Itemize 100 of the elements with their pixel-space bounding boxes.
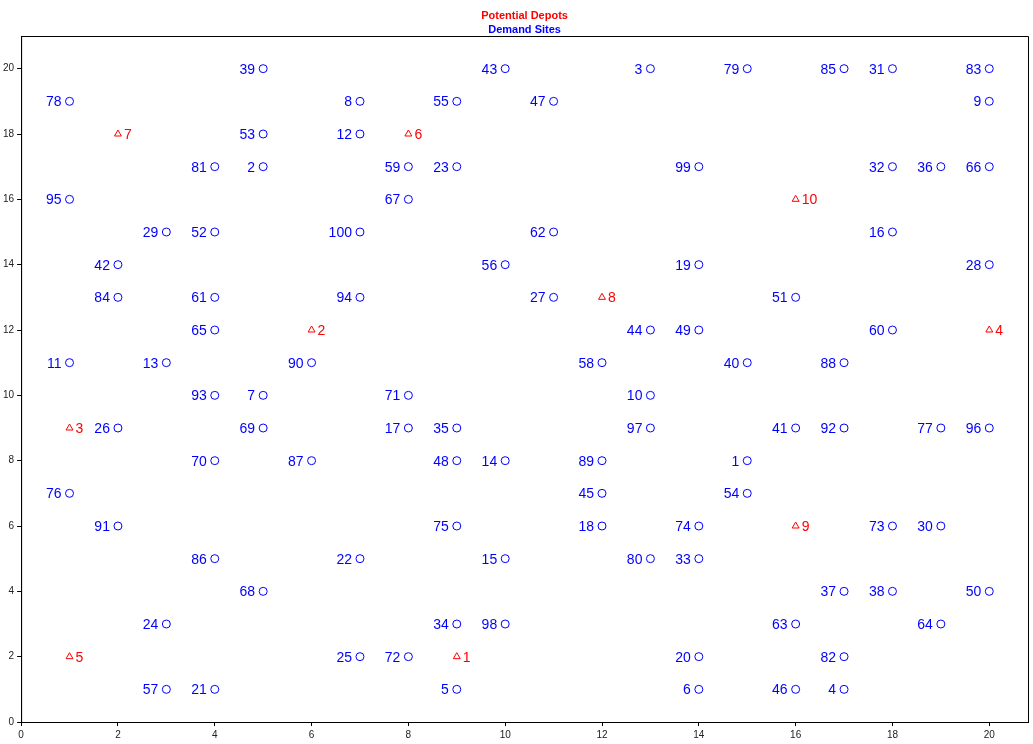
x-tick-label: 16: [790, 728, 802, 740]
y-tick-label: 10: [3, 389, 15, 401]
text: Demand Sites: [488, 23, 561, 36]
annotation: 51: [772, 289, 788, 306]
annotation: 15: [481, 550, 498, 567]
annotation: 12: [336, 125, 353, 142]
annotation: 4: [828, 681, 837, 698]
annotation: 11: [46, 354, 62, 371]
annotation: 17: [384, 419, 401, 436]
annotation: 62: [530, 223, 546, 240]
annotation: 89: [578, 452, 595, 469]
annotation: 6: [683, 681, 692, 698]
annotation: 92: [820, 419, 837, 436]
annotation: 49: [675, 321, 692, 338]
annotation: 35: [433, 419, 449, 436]
annotation: 3: [634, 60, 643, 77]
annotation: 57: [142, 681, 159, 698]
annotation: 81: [191, 158, 207, 175]
annotation: 41: [772, 419, 788, 436]
annotation: 2: [317, 321, 326, 338]
annotation: 43: [481, 60, 498, 77]
annotation: 95: [45, 191, 62, 208]
annotation: 10: [626, 387, 643, 404]
annotation: 3: [75, 419, 84, 436]
annotation: 59: [384, 158, 401, 175]
x-tick-label: 4: [211, 728, 218, 740]
x-tick-label: 10: [499, 728, 512, 740]
annotation: 27: [530, 289, 546, 306]
annotation: 46: [772, 681, 788, 698]
annotation: 58: [578, 354, 595, 371]
text: Potential Depots: [481, 9, 568, 22]
annotation: 23: [433, 158, 449, 175]
annotation: 86: [191, 550, 207, 567]
annotation: 5: [440, 681, 449, 698]
annotation: 47: [530, 93, 546, 110]
annotation: 1: [462, 648, 471, 665]
annotation: 78: [45, 93, 62, 110]
annotation: 6: [414, 125, 423, 142]
annotation: 25: [336, 648, 353, 665]
point: [65, 652, 74, 660]
annotation: 40: [723, 354, 740, 371]
annotation: 100: [328, 223, 353, 240]
annotation: 54: [723, 485, 740, 502]
annotation: 33: [675, 550, 692, 567]
annotation: 84: [94, 289, 111, 306]
annotation: 74: [675, 517, 692, 534]
annotation: 22: [336, 550, 353, 567]
annotation: 83: [965, 60, 982, 77]
annotation: 71: [384, 387, 401, 404]
x-tick-label: 2: [115, 728, 122, 740]
annotation: 85: [820, 60, 837, 77]
annotation: 24: [142, 615, 159, 632]
annotation: 9: [973, 93, 982, 110]
annotation: 2: [247, 158, 256, 175]
annotation: 28: [965, 256, 982, 273]
point: [598, 292, 606, 300]
annotation: 32: [868, 158, 885, 175]
annotation: 19: [675, 256, 692, 273]
annotation: 80: [626, 550, 643, 567]
y-tick-label: 8: [8, 454, 15, 466]
annotation: 14: [481, 452, 498, 469]
point: [791, 521, 800, 529]
annotation: 55: [433, 93, 449, 110]
annotation: 52: [191, 223, 207, 240]
x-tick-label: 6: [308, 728, 315, 740]
annotation: 70: [191, 452, 207, 469]
y-tick-label: 14: [3, 258, 15, 270]
annotation: 8: [608, 289, 617, 306]
annotation: 48: [433, 452, 449, 469]
annotation: 69: [239, 419, 256, 436]
annotation: 98: [481, 615, 498, 632]
annotation: 36: [917, 158, 934, 175]
annotation: 37: [820, 583, 837, 600]
annotation: 21: [191, 681, 207, 698]
x-tick-label: 18: [886, 728, 899, 740]
annotation: 88: [820, 354, 837, 371]
x-tick-label: 0: [18, 728, 25, 740]
annotation: 64: [917, 615, 934, 632]
point: [791, 194, 800, 202]
point: [113, 129, 122, 137]
annotation: 8: [344, 93, 353, 110]
annotation: 45: [578, 485, 595, 502]
y-tick-label: 16: [3, 193, 15, 205]
annotation: 39: [239, 60, 256, 77]
annotation: 5: [75, 648, 84, 665]
annotation: 20: [675, 648, 692, 665]
annotation: 65: [191, 321, 207, 338]
annotation: 82: [820, 648, 837, 665]
annotation: 99: [675, 158, 692, 175]
y-tick-label: 0: [8, 715, 15, 727]
annotation: 42: [94, 256, 111, 273]
annotation: 60: [868, 321, 885, 338]
x-tick-label: 12: [596, 728, 609, 740]
annotation: 50: [965, 583, 982, 600]
annotation: 10: [801, 191, 818, 208]
point: [404, 129, 413, 137]
annotation: 75: [433, 517, 449, 534]
annotation: 56: [481, 256, 498, 273]
annotation: 66: [965, 158, 982, 175]
annotation: 61: [191, 289, 207, 306]
